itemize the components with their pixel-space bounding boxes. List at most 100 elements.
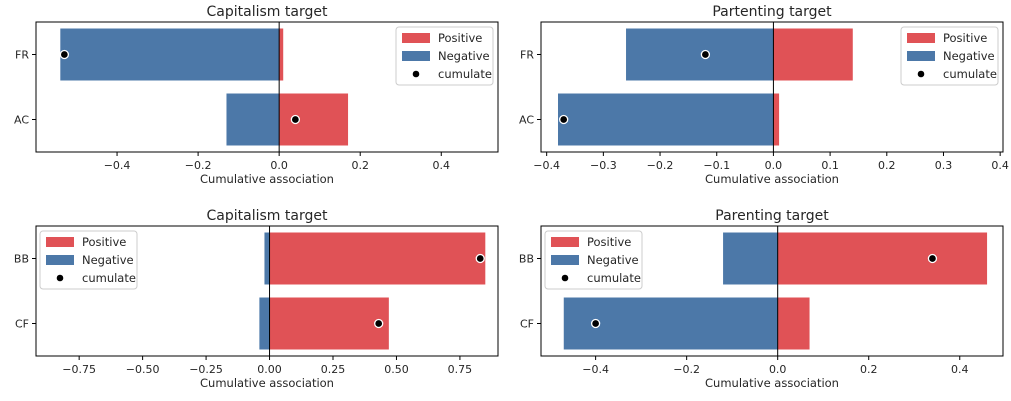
legend: Positive Negative cumulate [544, 230, 643, 290]
cumulate-point [590, 318, 601, 329]
legend-negative-swatch [46, 255, 74, 265]
x-tick-label: 0.00 [257, 363, 282, 376]
subplot-1: FR AC −0.4 −0.2 0.0 0.2 0.4 Capitalism target Cu… [14, 4, 499, 186]
y-tick-label: BB [14, 253, 29, 266]
legend-cumulate-marker [560, 273, 570, 283]
positive-bar [777, 232, 988, 285]
y-tick-label: AC [519, 114, 534, 127]
negative-bar [723, 232, 778, 285]
cumulate-point [59, 49, 70, 60]
chart-title: Capitalism target [207, 4, 328, 20]
x-tick-label: 0.75 [448, 363, 473, 376]
legend-positive-swatch [551, 237, 579, 247]
legend-cumulate-marker [55, 273, 65, 283]
x-tick-label: −0.1 [703, 159, 730, 172]
x-tick-label: 0.0 [769, 363, 787, 376]
x-axis-label: Cumulative association [200, 172, 334, 186]
positive-bar [773, 93, 780, 146]
x-tick-label: 0.2 [860, 363, 878, 376]
x-tick-label: −0.25 [189, 363, 223, 376]
negative-bar [626, 28, 774, 81]
x-axis-label: Cumulative association [705, 376, 839, 390]
y-tick-label: AC [14, 114, 29, 127]
chart-title: Capitalism target [207, 208, 328, 224]
positive-bar [279, 93, 349, 146]
cumulate-point [700, 49, 711, 60]
x-tick-label: 0.50 [384, 363, 409, 376]
x-tick-label: −0.2 [185, 159, 212, 172]
x-tick-label: −0.4 [533, 159, 560, 172]
positive-bar [269, 232, 486, 285]
subplot-3: BB CF −0.75 −0.50 −0.25 0.00 0.25 0.50 0.75 Capit… [14, 208, 499, 390]
subplot-2: FR AC −0.4 −0.3 −0.2 −0.1 0.0 0.1 0.2 0.3 0.4 Parte… [519, 4, 1009, 186]
cumulate-point [559, 114, 569, 125]
legend-positive-swatch [402, 33, 430, 43]
x-tick-label: −0.2 [673, 363, 700, 376]
negative-bar [264, 232, 270, 285]
legend: Positive Negative cumulate [900, 26, 999, 86]
x-tick-label: −0.4 [582, 363, 609, 376]
chart-title: Partenting target [712, 4, 832, 20]
x-axis-label: Cumulative association [200, 376, 334, 390]
axes-frame [540, 225, 1004, 357]
y-tick-label: CF [15, 318, 29, 331]
legend-positive-swatch [46, 237, 74, 247]
positive-bar [773, 28, 853, 81]
negative-bar [226, 93, 280, 146]
y-tick-label: BB [519, 253, 534, 266]
x-tick-label: 0.4 [433, 159, 451, 172]
axes-frame [540, 21, 1004, 153]
legend-cumulate-label: cumulate [587, 271, 641, 285]
legend-negative-label: Negative [438, 49, 490, 63]
cumulate-point [374, 318, 384, 329]
legend-negative-swatch [551, 255, 579, 265]
x-tick-label: −0.3 [590, 159, 617, 172]
legend-negative-swatch [907, 51, 935, 61]
subplot-4: BB CF −0.4 −0.2 0.0 0.2 0.4 Parenting target Cum… [519, 208, 1004, 390]
negative-bar [60, 28, 280, 81]
legend-cumulate-marker [916, 69, 926, 79]
legend-cumulate-label: cumulate [438, 67, 492, 81]
x-tick-label: 0.0 [765, 159, 783, 172]
y-tick-label: FR [520, 49, 534, 62]
axes-frame [35, 225, 499, 357]
legend-cumulate-label: cumulate [943, 67, 997, 81]
x-axis-label: Cumulative association [705, 172, 839, 186]
y-tick-label: FR [15, 49, 29, 62]
cumulate-point [927, 253, 938, 264]
x-tick-label: −0.50 [126, 363, 160, 376]
x-tick-label: 0.2 [351, 159, 369, 172]
x-tick-label: 0.4 [991, 159, 1009, 172]
x-tick-label: 0.2 [878, 159, 896, 172]
legend: Positive Negative cumulate [39, 230, 138, 290]
positive-bar [269, 297, 389, 350]
x-tick-label: −0.2 [647, 159, 674, 172]
x-tick-label: 0.1 [821, 159, 839, 172]
positive-bar [777, 297, 810, 350]
legend-positive-label: Positive [943, 31, 987, 45]
cumulate-point [475, 253, 485, 264]
x-tick-label: 0.0 [270, 159, 288, 172]
x-tick-label: 0.3 [935, 159, 953, 172]
legend-positive-label: Positive [82, 235, 126, 249]
legend-positive-label: Positive [438, 31, 482, 45]
negative-bar [558, 93, 774, 146]
legend-negative-swatch [402, 51, 430, 61]
legend-negative-label: Negative [587, 253, 639, 267]
x-tick-label: 0.25 [321, 363, 346, 376]
cumulate-point [290, 114, 301, 125]
x-tick-label: −0.4 [104, 159, 131, 172]
axes-frame [35, 21, 499, 153]
legend-negative-label: Negative [943, 49, 995, 63]
legend-cumulate-marker [411, 69, 421, 79]
negative-bar [259, 297, 270, 350]
legend-cumulate-label: cumulate [82, 271, 136, 285]
legend-positive-label: Positive [587, 235, 631, 249]
legend: Positive Negative cumulate [395, 26, 494, 86]
legend-negative-label: Negative [82, 253, 134, 267]
y-tick-label: CF [520, 318, 534, 331]
positive-bar [279, 28, 284, 81]
legend-positive-swatch [907, 33, 935, 43]
chart-title: Parenting target [715, 208, 829, 224]
